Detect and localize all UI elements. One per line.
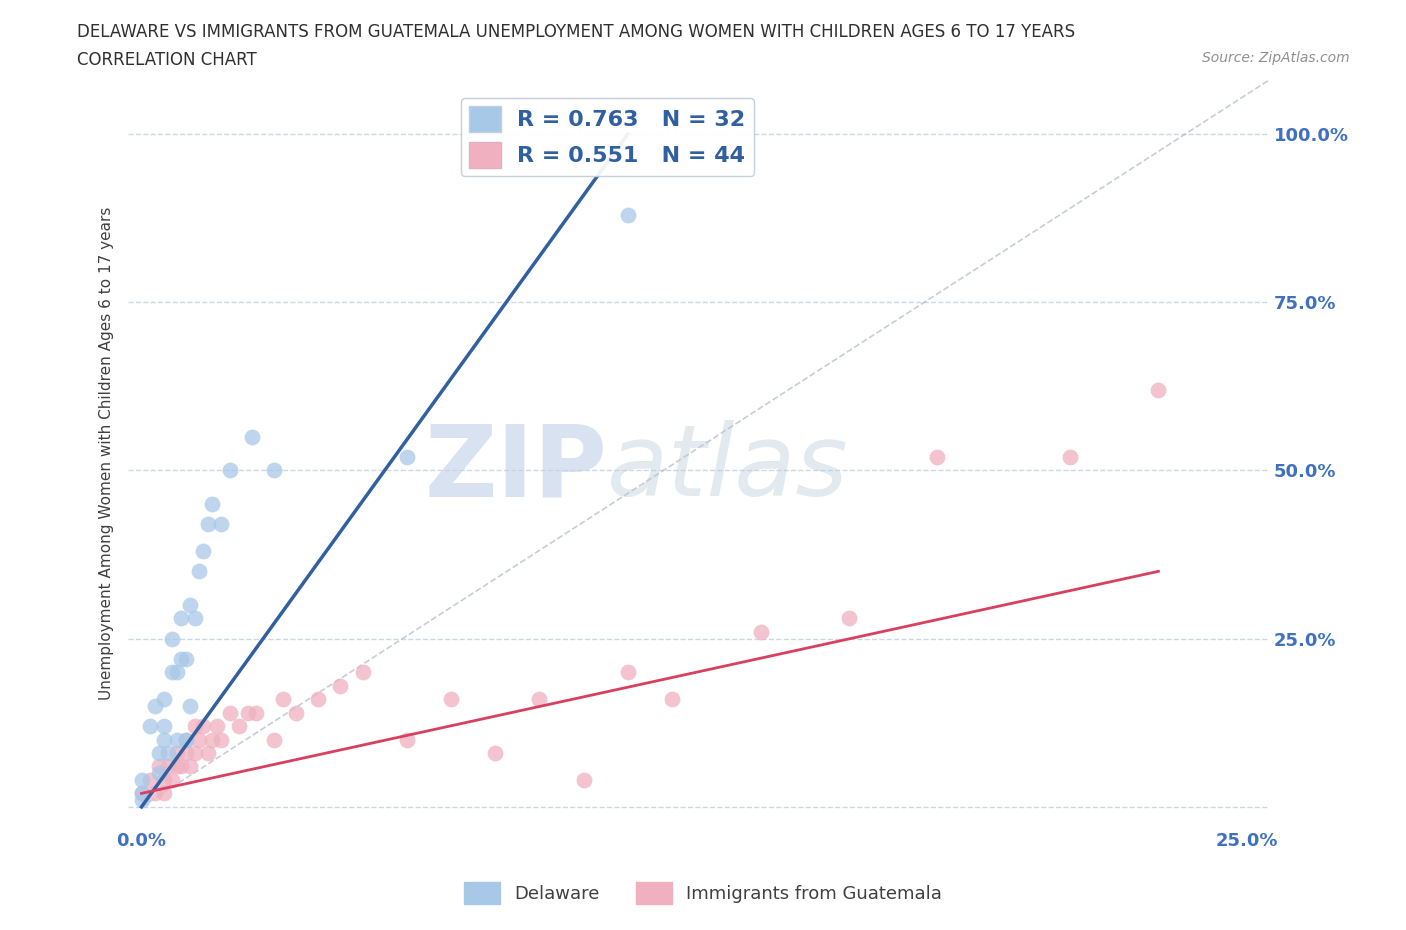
Point [205, 719, 228, 734]
Point [201, 732, 224, 747]
Point [162, 665, 184, 680]
Point [484, 746, 506, 761]
Point [131, 786, 153, 801]
Point [170, 611, 193, 626]
Point [193, 719, 215, 734]
Legend: Delaware, Immigrants from Guatemala: Delaware, Immigrants from Guatemala [457, 875, 949, 911]
Point [263, 463, 285, 478]
Point [183, 746, 205, 761]
Point [209, 517, 232, 532]
Point [131, 792, 153, 807]
Point [201, 497, 224, 512]
Point [440, 692, 463, 707]
Point [152, 732, 174, 747]
Point [143, 786, 166, 801]
Point [148, 765, 170, 780]
Point [166, 746, 188, 761]
Point [395, 732, 418, 747]
Point [183, 611, 205, 626]
Point [139, 773, 162, 788]
Point [193, 544, 215, 559]
Point [1147, 382, 1170, 397]
Point [179, 598, 201, 613]
Point [131, 773, 153, 788]
Point [152, 786, 174, 801]
Point [329, 678, 352, 693]
Point [152, 773, 174, 788]
Point [183, 719, 205, 734]
Point [131, 786, 153, 801]
Point [209, 732, 232, 747]
Point [395, 449, 418, 464]
Point [352, 665, 374, 680]
Point [749, 624, 772, 639]
Point [174, 732, 197, 747]
Point [236, 705, 259, 720]
Y-axis label: Unemployment Among Women with Children Ages 6 to 17 years: Unemployment Among Women with Children A… [100, 206, 114, 700]
Point [174, 732, 197, 747]
Point [617, 665, 640, 680]
Point [263, 732, 285, 747]
Point [838, 611, 860, 626]
Point [157, 746, 180, 761]
Point [240, 430, 263, 445]
Point [170, 651, 193, 666]
Point [152, 719, 174, 734]
Text: Source: ZipAtlas.com: Source: ZipAtlas.com [1202, 51, 1350, 65]
Point [152, 692, 174, 707]
Point [162, 631, 184, 646]
Text: atlas: atlas [607, 420, 849, 517]
Point [157, 759, 180, 774]
Point [617, 207, 640, 222]
Legend: R = 0.763   N = 32, R = 0.551   N = 44: R = 0.763 N = 32, R = 0.551 N = 44 [461, 98, 754, 176]
Point [139, 719, 162, 734]
Point [219, 463, 242, 478]
Point [166, 732, 188, 747]
Point [143, 698, 166, 713]
Point [219, 705, 242, 720]
Point [188, 564, 211, 578]
Point [927, 449, 949, 464]
Point [285, 705, 308, 720]
Text: DELAWARE VS IMMIGRANTS FROM GUATEMALA UNEMPLOYMENT AMONG WOMEN WITH CHILDREN AGE: DELAWARE VS IMMIGRANTS FROM GUATEMALA UN… [77, 23, 1076, 41]
Point [174, 651, 197, 666]
Point [307, 692, 329, 707]
Point [166, 759, 188, 774]
Point [572, 773, 595, 788]
Point [170, 759, 193, 774]
Point [148, 746, 170, 761]
Point [661, 692, 683, 707]
Point [179, 759, 201, 774]
Point [228, 719, 250, 734]
Text: ZIP: ZIP [425, 420, 607, 517]
Text: CORRELATION CHART: CORRELATION CHART [77, 51, 257, 69]
Point [529, 692, 551, 707]
Point [148, 759, 170, 774]
Point [271, 692, 294, 707]
Point [245, 705, 267, 720]
Point [166, 665, 188, 680]
Point [179, 698, 201, 713]
Point [1059, 449, 1081, 464]
Point [197, 517, 219, 532]
Point [162, 773, 184, 788]
Point [188, 732, 211, 747]
Point [197, 746, 219, 761]
Point [174, 746, 197, 761]
